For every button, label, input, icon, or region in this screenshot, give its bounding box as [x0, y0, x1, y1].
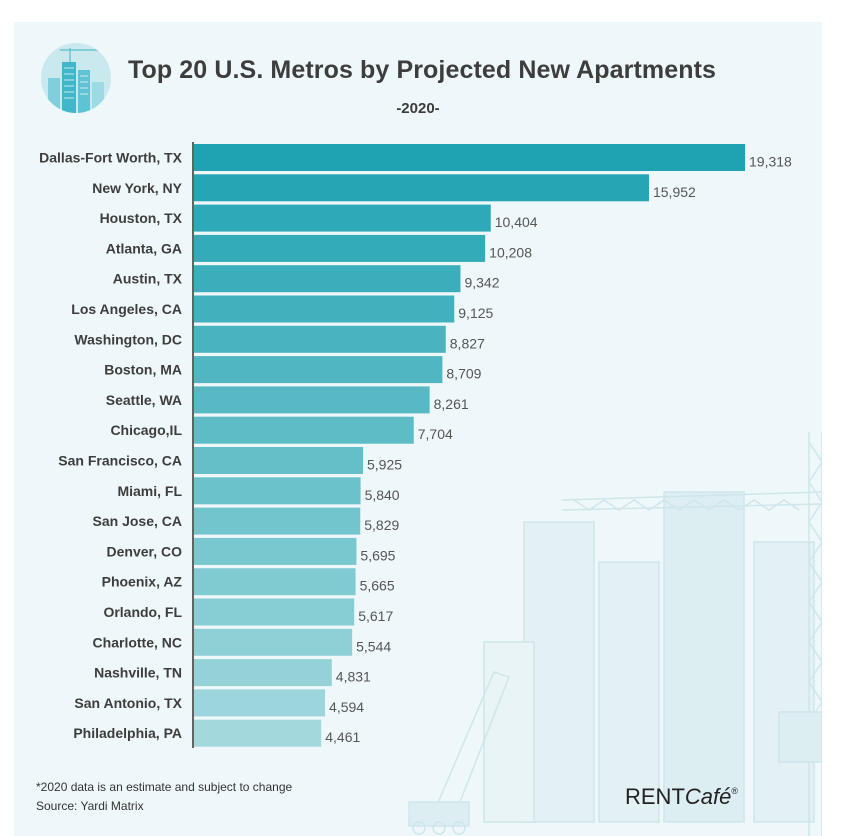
bar: [194, 174, 649, 202]
city-skyline-logo-icon: [41, 43, 111, 113]
value-label: 5,829: [364, 517, 399, 533]
construction-background-illustration: [408, 432, 822, 836]
value-label: 19,318: [749, 154, 792, 170]
bar: [194, 537, 357, 565]
bar: [194, 356, 443, 384]
value-label: 10,404: [495, 214, 538, 230]
category-label: Los Angeles, CA: [71, 301, 182, 317]
category-label: Houston, TX: [100, 210, 183, 226]
bar: [194, 416, 414, 444]
category-label: New York, NY: [92, 180, 182, 196]
bar: [194, 295, 455, 323]
category-label: Nashville, TN: [94, 665, 182, 681]
estimate-note: *2020 data is an estimate and subject to…: [36, 780, 293, 794]
bar: [194, 719, 322, 747]
category-label: Phoenix, AZ: [102, 574, 183, 590]
value-label: 5,665: [360, 578, 395, 594]
bar: [194, 477, 361, 505]
bar: [194, 204, 491, 232]
value-label: 5,925: [367, 457, 402, 473]
infographic-card: Top 20 U.S. Metros by Projected New Apar…: [14, 22, 822, 836]
value-label: 9,342: [464, 275, 499, 291]
category-label: Charlotte, NC: [93, 634, 182, 650]
rentcafe-logo: RENTCafé®: [625, 784, 738, 810]
category-label: San Jose, CA: [93, 513, 182, 529]
bar: [194, 234, 486, 262]
category-label: Austin, TX: [113, 271, 183, 287]
value-label: 5,695: [360, 547, 395, 563]
bar: [194, 689, 326, 717]
category-label: Seattle, WA: [106, 392, 182, 408]
category-label: Boston, MA: [104, 362, 182, 378]
bar: [194, 628, 353, 656]
category-label: Denver, CO: [107, 543, 183, 559]
category-label: Miami, FL: [117, 483, 182, 499]
bar-chart: Dallas-Fort Worth, TX 19,318 New York, NY 1…: [39, 142, 792, 748]
chart-subtitle: -2020-: [396, 100, 440, 117]
bar: [194, 144, 745, 171]
value-label: 4,594: [329, 699, 364, 715]
value-label: 9,125: [458, 305, 493, 321]
value-label: 4,461: [325, 729, 360, 745]
category-label: Orlando, FL: [103, 604, 182, 620]
bar: [194, 568, 356, 596]
brand-script: Café: [684, 784, 732, 809]
value-label: 15,952: [653, 184, 696, 200]
chart-title: Top 20 U.S. Metros by Projected New Apar…: [128, 56, 717, 84]
bar: [194, 447, 363, 474]
value-label: 5,840: [365, 487, 400, 503]
value-label: 8,709: [446, 366, 481, 382]
value-label: 10,208: [489, 244, 532, 260]
bar: [194, 659, 332, 687]
category-label: San Francisco, CA: [58, 453, 182, 469]
bar: [194, 598, 355, 626]
category-label: Atlanta, GA: [106, 240, 182, 256]
source-note: Source: Yardi Matrix: [36, 799, 144, 813]
category-label: Washington, DC: [74, 331, 182, 347]
registered-mark: ®: [731, 786, 739, 796]
value-label: 8,261: [434, 396, 469, 412]
bar: [194, 386, 430, 414]
bar: [194, 265, 461, 293]
value-label: 4,831: [336, 669, 371, 685]
bar: [194, 507, 361, 535]
value-label: 5,617: [358, 608, 393, 624]
category-label: San Antonio, TX: [74, 695, 182, 711]
brand-main: RENT: [625, 784, 685, 809]
footnote: *2020 data is an estimate and subject to…: [36, 778, 292, 816]
category-label: Chicago,IL: [110, 422, 182, 438]
category-label: Philadelphia, PA: [73, 725, 182, 741]
value-label: 5,544: [356, 638, 391, 654]
value-label: 8,827: [450, 335, 485, 351]
value-label: 7,704: [418, 426, 453, 442]
category-label: Dallas-Fort Worth, TX: [39, 150, 183, 166]
bar: [194, 325, 446, 353]
